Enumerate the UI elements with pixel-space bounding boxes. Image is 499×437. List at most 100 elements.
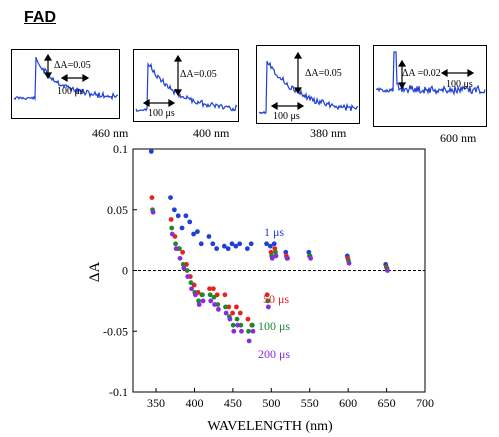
- data-point: [183, 213, 189, 219]
- decay-trace: [258, 60, 359, 115]
- series-label-50us: 50 μs: [263, 292, 289, 306]
- data-point: [225, 246, 231, 252]
- inset-wavelength-label: 460 nm: [92, 126, 129, 140]
- data-point: [230, 322, 236, 328]
- data-point: [168, 217, 174, 222]
- data-point: [196, 302, 202, 307]
- data-point: [169, 225, 175, 231]
- data-point: [264, 292, 270, 298]
- data-point: [244, 246, 250, 252]
- y-tick-label: -0.1: [109, 385, 128, 399]
- x-axis-label: WAVELENGTH (nm): [207, 419, 333, 434]
- data-point: [245, 316, 251, 322]
- time-arrow: [270, 101, 305, 111]
- time-scale-label: 100 μs: [446, 79, 473, 90]
- data-point: [207, 286, 212, 292]
- x-tick-label: 500: [262, 396, 280, 410]
- data-point: [177, 255, 183, 261]
- y-tick-label: 0.05: [107, 203, 128, 217]
- series-label-200us: 200 μs: [258, 347, 290, 361]
- data-point: [192, 292, 198, 298]
- data-point: [227, 316, 233, 322]
- data-point: [212, 302, 217, 307]
- figure-title: FAD: [24, 9, 56, 26]
- data-point: [150, 209, 156, 215]
- data-point: [180, 249, 186, 255]
- series-label-1us: 1 μs: [264, 225, 284, 239]
- x-tick-label: 650: [378, 396, 396, 410]
- data-point: [206, 234, 212, 239]
- inset-trace-380nm: ΔA=0.05 100 μs: [256, 45, 360, 124]
- data-point: [210, 241, 216, 247]
- data-point: [346, 260, 352, 266]
- data-point: [221, 243, 227, 249]
- inset-wavelength-label: 400 nm: [193, 126, 230, 140]
- time-arrow: [440, 68, 475, 78]
- x-tick-label: 350: [147, 396, 165, 410]
- data-point: [268, 243, 273, 249]
- data-point: [233, 243, 239, 249]
- inset-trace-400nm: ΔA=0.05 100 μs: [133, 49, 239, 122]
- time-arrow: [142, 98, 176, 108]
- data-point: [229, 241, 235, 247]
- data-point: [208, 298, 214, 304]
- y-tick-label: -0.05: [103, 324, 128, 338]
- data-point: [272, 246, 278, 252]
- inset-wavelength-label: 380 nm: [310, 126, 347, 140]
- data-point: [210, 286, 216, 292]
- amplitude-arrow: [173, 54, 183, 97]
- data-point: [269, 255, 275, 261]
- data-point: [385, 268, 390, 273]
- amplitude-scale-label: ΔA=0.05: [180, 69, 217, 80]
- data-point: [173, 241, 178, 247]
- decay-trace: [13, 57, 119, 102]
- data-point: [246, 328, 251, 334]
- y-tick-label: 0: [122, 264, 128, 278]
- data-point: [231, 328, 237, 334]
- y-axis-label: ΔA: [87, 262, 103, 283]
- data-point: [171, 207, 177, 213]
- data-point: [207, 292, 213, 298]
- data-point: [248, 241, 254, 247]
- data-point: [222, 292, 228, 298]
- data-point: [179, 225, 185, 231]
- data-point: [200, 292, 205, 298]
- data-point: [180, 262, 186, 267]
- time-scale-label: 100 μs: [273, 111, 300, 122]
- data-point: [239, 328, 244, 334]
- data-point: [175, 213, 181, 219]
- data-point: [196, 298, 202, 304]
- x-tick-label: 700: [416, 396, 434, 410]
- data-point: [181, 265, 187, 271]
- data-point: [230, 310, 235, 316]
- data-point: [223, 304, 228, 310]
- data-point: [169, 231, 175, 237]
- data-point: [200, 298, 206, 304]
- data-point: [191, 231, 196, 237]
- inset-trace-460nm: ΔA=0.05 100 μs: [11, 49, 120, 119]
- data-point: [214, 246, 220, 252]
- amplitude-arrow: [293, 51, 303, 95]
- data-point: [271, 241, 277, 247]
- x-tick-label: 600: [339, 396, 357, 410]
- y-tick-label: 0.1: [113, 142, 128, 156]
- x-tick-label: 450: [224, 396, 242, 410]
- data-point: [237, 310, 243, 316]
- time-scale-label: 100 μs: [148, 108, 175, 119]
- data-point: [283, 249, 289, 255]
- data-point: [250, 328, 256, 334]
- data-point: [273, 253, 279, 259]
- amplitude-scale-label: ΔA=0.05: [305, 68, 342, 79]
- inset-wavelength-label: 600 nm: [440, 131, 477, 145]
- data-point: [234, 316, 240, 322]
- data-point: [237, 241, 243, 247]
- data-point: [198, 241, 204, 247]
- decay-trace: [375, 51, 486, 96]
- x-tick-label: 400: [185, 396, 203, 410]
- data-point: [187, 219, 193, 225]
- time-arrow: [60, 73, 90, 83]
- data-point: [234, 304, 239, 310]
- data-point: [188, 280, 194, 286]
- amplitude-arrow: [43, 53, 53, 80]
